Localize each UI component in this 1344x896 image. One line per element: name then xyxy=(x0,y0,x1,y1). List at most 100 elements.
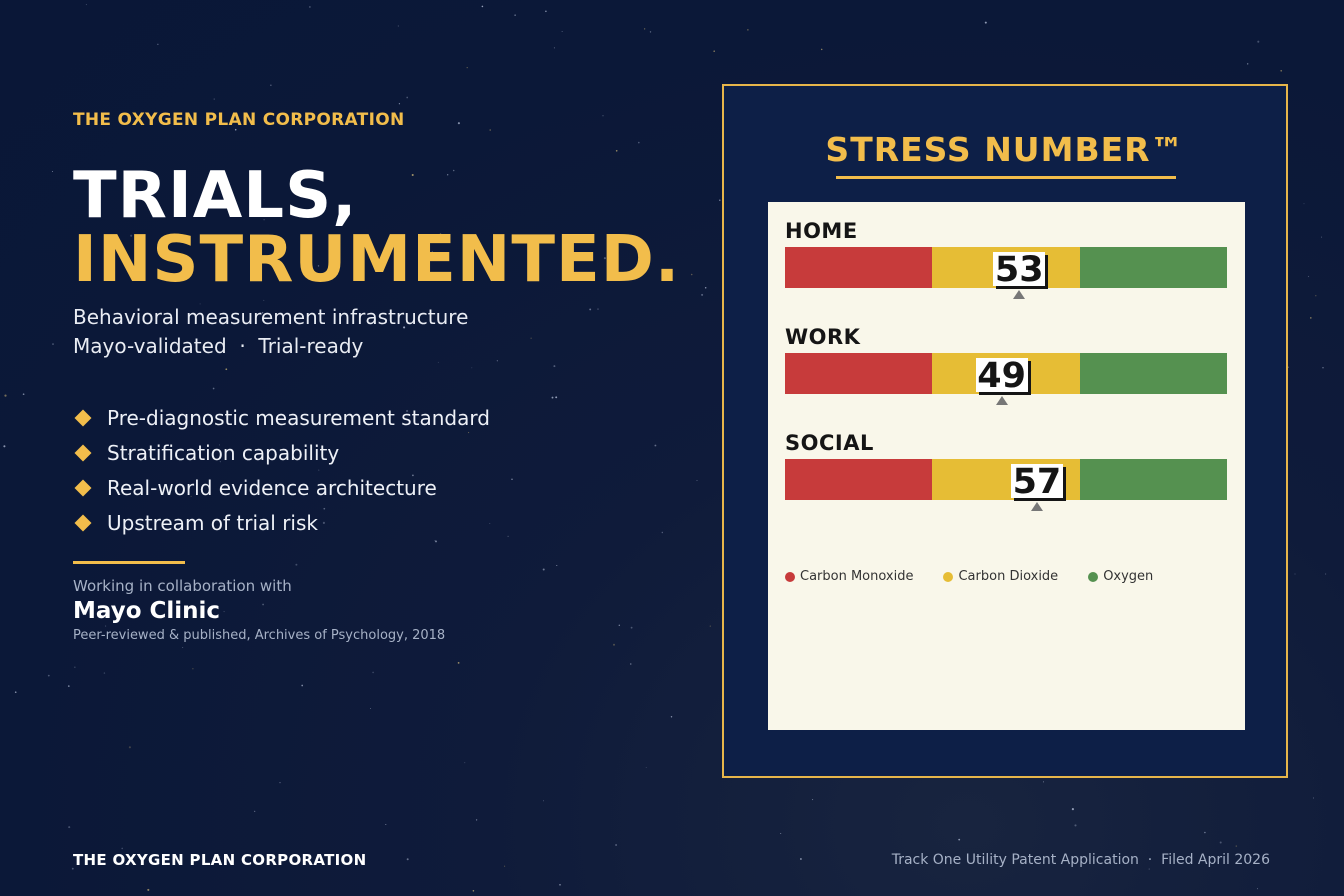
star xyxy=(47,674,50,677)
panel-title: STRESS NUMBER™ xyxy=(825,130,1185,169)
star xyxy=(1247,63,1249,65)
star xyxy=(372,671,374,674)
gauge-label: SOCIAL xyxy=(785,431,874,455)
star xyxy=(14,691,17,694)
star xyxy=(618,624,620,626)
gauge-bar xyxy=(785,353,1227,394)
star xyxy=(556,564,558,567)
star xyxy=(475,819,478,821)
legend-label: Carbon Dioxide xyxy=(958,569,1059,584)
star xyxy=(435,540,437,543)
star xyxy=(1307,275,1310,278)
star xyxy=(1325,573,1327,575)
star xyxy=(225,368,228,371)
star xyxy=(1042,781,1045,783)
star xyxy=(466,67,468,69)
gauge-card: HOME 53 WORK 49 SOCIAL xyxy=(768,202,1245,730)
star xyxy=(471,367,473,369)
star xyxy=(1204,831,1206,834)
star xyxy=(507,535,509,538)
star xyxy=(615,149,618,152)
star xyxy=(553,365,556,368)
star xyxy=(192,668,194,670)
diamond-bullet-icon xyxy=(74,514,92,531)
legend-item-carbon-monoxide: Carbon Monoxide xyxy=(785,569,913,584)
pointer-icon xyxy=(995,396,1008,405)
stress-number-panel: STRESS NUMBER™ HOME 53 WORK 49 SOCIAL xyxy=(722,84,1288,778)
star xyxy=(398,103,401,105)
star xyxy=(696,479,698,481)
feature-text: Upstream of trial risk xyxy=(107,510,318,535)
zone-oxygen xyxy=(1080,247,1227,288)
star xyxy=(52,343,54,346)
headline-line-1: TRIALS, xyxy=(73,159,358,233)
feature-list: Pre-diagnostic measurement standard Stra… xyxy=(73,400,490,540)
yellow-dot-icon xyxy=(943,571,954,582)
star xyxy=(559,883,561,886)
star xyxy=(713,50,715,52)
star xyxy=(1321,236,1323,238)
star xyxy=(434,540,436,542)
star xyxy=(447,174,449,176)
star xyxy=(1219,841,1222,844)
star xyxy=(1315,295,1317,297)
star xyxy=(511,478,513,481)
star xyxy=(799,858,802,860)
star xyxy=(747,29,749,31)
list-item: Real-world evidence architecture xyxy=(73,470,490,505)
title-underline xyxy=(836,176,1176,179)
star xyxy=(709,625,711,627)
star xyxy=(1294,573,1296,575)
star xyxy=(85,4,87,6)
star xyxy=(147,888,150,891)
star xyxy=(3,445,6,448)
star xyxy=(719,199,721,202)
star xyxy=(370,708,371,709)
star xyxy=(1071,808,1074,811)
footer-company: THE OXYGEN PLAN CORPORATION xyxy=(73,851,367,869)
gauge-bar xyxy=(785,247,1227,288)
star xyxy=(437,361,439,363)
star xyxy=(262,603,264,606)
star xyxy=(121,847,124,850)
red-dot-icon xyxy=(785,571,795,582)
star xyxy=(812,799,814,801)
star xyxy=(270,84,272,86)
feature-text: Pre-diagnostic measurement standard xyxy=(107,405,490,430)
star xyxy=(51,171,53,172)
legend-label: Carbon Monoxide xyxy=(800,569,914,584)
star xyxy=(613,643,615,646)
feature-text: Stratification capability xyxy=(107,440,340,465)
feature-text: Real-world evidence architecture xyxy=(107,475,437,500)
star xyxy=(295,563,298,566)
zone-carbon-monoxide xyxy=(785,353,932,394)
star xyxy=(780,832,782,835)
star xyxy=(649,31,652,33)
star xyxy=(406,96,409,99)
star xyxy=(551,396,554,399)
zone-oxygen xyxy=(1080,459,1227,500)
star xyxy=(4,394,7,397)
collaboration-intro: Working in collaboration with xyxy=(73,577,292,595)
divider xyxy=(73,561,185,564)
star xyxy=(638,141,640,144)
star xyxy=(654,444,657,447)
star xyxy=(958,838,961,841)
footer-patent-note: Track One Utility Patent Application · F… xyxy=(891,852,1270,868)
star xyxy=(452,169,455,172)
star xyxy=(223,611,225,613)
star xyxy=(212,387,215,390)
list-item: Upstream of trial risk xyxy=(73,505,490,540)
star xyxy=(1310,317,1312,319)
star xyxy=(704,286,707,289)
star xyxy=(472,890,475,892)
star xyxy=(68,826,71,829)
publication-note: Peer-reviewed & published, Archives of P… xyxy=(73,628,446,643)
star xyxy=(602,115,604,117)
star xyxy=(457,122,460,125)
star xyxy=(213,98,215,100)
star xyxy=(489,129,491,131)
star xyxy=(542,800,544,802)
star xyxy=(254,810,256,813)
gauge-label: HOME xyxy=(785,219,858,243)
